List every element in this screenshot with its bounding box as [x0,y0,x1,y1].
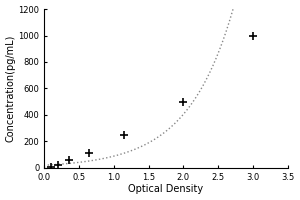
X-axis label: Optical Density: Optical Density [128,184,204,194]
Y-axis label: Concentration(pg/mL): Concentration(pg/mL) [6,35,16,142]
